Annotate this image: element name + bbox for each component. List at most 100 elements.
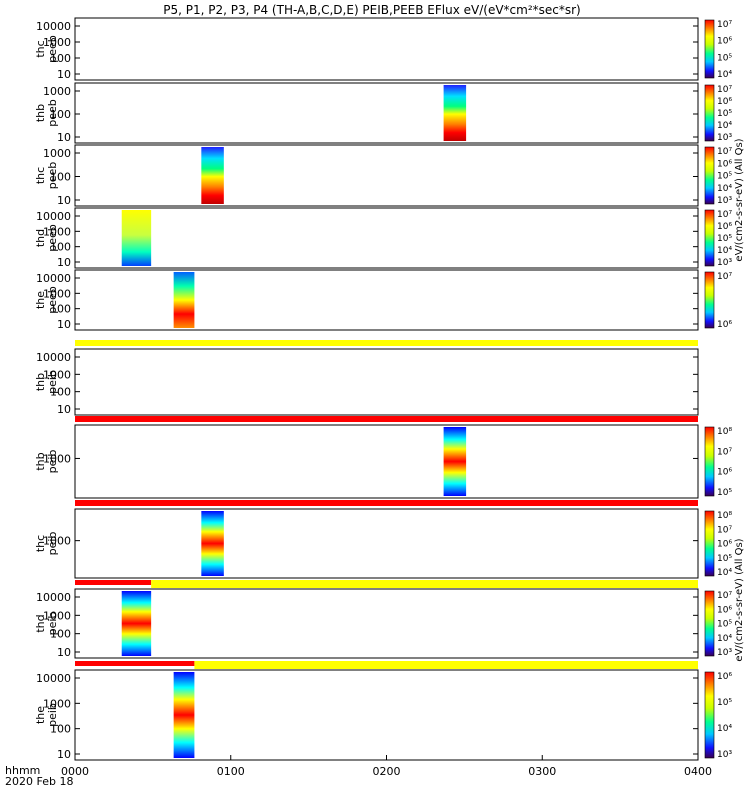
top-bar-yellow — [151, 580, 699, 588]
x-axis: 0000010002000300040005000600 — [61, 755, 712, 778]
panel-thc-peeb-2: 10 100 1000 thc peeb 10³ 10⁴ 10⁵ 10⁶ 10⁷ — [34, 144, 732, 207]
y-tick-label: 10 — [57, 194, 71, 207]
colorbar-tick-label: 10⁴ — [717, 568, 732, 578]
y-tick-label: 100 — [50, 108, 71, 121]
colorbar — [704, 209, 715, 267]
burst-0 — [121, 210, 152, 266]
top-bar-yellow — [75, 340, 698, 346]
x-tick-label: 0200 — [373, 765, 401, 778]
colorbar — [704, 590, 715, 657]
x-tick-label: 0300 — [528, 765, 556, 778]
colorbar — [704, 426, 715, 497]
y-tick-label: 1000 — [43, 368, 71, 381]
colorbar — [704, 84, 715, 142]
y-label: thd — [34, 614, 47, 632]
colorbar-tick-label: 10⁶ — [717, 468, 732, 478]
colorbar-tick-label: 10⁴ — [717, 246, 732, 256]
chart-title: P5, P1, P2, P3, P4 (TH-A,B,C,D,E) PEIB,P… — [163, 3, 580, 17]
y-label: peeb — [46, 35, 59, 63]
panel-frame — [74, 269, 699, 331]
y-tick-label: 10000 — [36, 20, 71, 33]
y-label: thc — [34, 40, 47, 57]
panel-frame — [74, 588, 699, 659]
top-bar-red — [75, 661, 195, 666]
colorbar-tick-label: 10⁵ — [717, 109, 732, 119]
y-label: thc — [34, 167, 47, 184]
y-tick-label: 1000 — [43, 609, 71, 622]
colorbar-tick-label: 10⁷ — [717, 85, 732, 95]
y-tick-label: 100 — [50, 723, 71, 736]
panel-thd-peeb: 10 100 1000 10000 thd peeb 10³ 10⁴ 10⁵ 10⁶ 10⁷ — [34, 207, 732, 269]
colorbar-tick-label: 10⁸ — [717, 511, 732, 521]
burst-0 — [173, 272, 195, 328]
panel-frame — [74, 207, 699, 269]
colorbar-tick-label: 10⁷ — [717, 210, 732, 220]
colorbar-tick-label: 10³ — [717, 750, 732, 760]
colorbar-label-ion: eV/(cm2-s-sr-eV) (All Qs) — [734, 538, 745, 661]
y-tick-label: 1000 — [43, 697, 71, 710]
y-tick-label: 10000 — [36, 672, 71, 685]
y-tick-label: 100 — [50, 628, 71, 641]
panel-thb-peib: 10 100 1000 10000 thb peib — [34, 340, 699, 416]
colorbar-tick-label: 10⁵ — [717, 620, 732, 630]
colorbar-tick-label: 10⁴ — [717, 184, 732, 194]
colorbar-tick-label: 10⁵ — [717, 488, 732, 498]
x-tick-label: 0100 — [217, 765, 245, 778]
y-tick-label: 1000 — [43, 85, 71, 98]
y-tick-label: 10000 — [36, 591, 71, 604]
panel-thc-peeb: 10 100 1000 10000 thc peeb 10⁴ 10⁵ 10⁶ 10⁷ — [34, 17, 732, 81]
panel-thd-peib: 10 100 1000 10000 thd peib 10³ 10⁴ 10⁵ 10⁶ 10⁷ — [34, 580, 732, 659]
colorbar-tick-label: 10⁸ — [717, 427, 732, 437]
y-label: the — [34, 291, 47, 309]
burst-0 — [201, 511, 224, 576]
burst-0 — [121, 591, 152, 656]
x-corner-label: hhmm — [5, 764, 40, 777]
panel-frame — [74, 348, 699, 416]
y-label: thd — [34, 229, 47, 247]
colorbar-tick-label: 10⁵ — [717, 698, 732, 708]
y-label: peeb — [46, 162, 59, 190]
colorbar — [704, 271, 715, 329]
y-label: thb — [34, 104, 47, 122]
colorbar-tick-label: 10⁷ — [717, 272, 732, 282]
y-label: thb — [34, 373, 47, 391]
y-tick-label: 10 — [57, 318, 71, 331]
y-label: peeb — [46, 224, 59, 252]
top-bar-red — [75, 500, 698, 506]
y-label: peib — [46, 370, 59, 394]
colorbar — [704, 19, 715, 79]
colorbar-tick-label: 10⁶ — [717, 320, 732, 330]
colorbar-tick-label: 10³ — [717, 648, 732, 658]
y-tick-label: 10 — [57, 256, 71, 269]
y-label: the — [34, 706, 47, 724]
colorbar-tick-label: 10⁶ — [717, 97, 732, 107]
y-tick-label: 10000 — [36, 351, 71, 364]
y-tick-label: 1000 — [43, 36, 71, 49]
colorbar-tick-label: 10⁶ — [717, 540, 732, 550]
colorbar-tick-label: 10⁴ — [717, 634, 732, 644]
panel-the-peib: 10 100 1000 10000 the peib 10³ 10⁴ 10⁵ 10⁶ — [34, 661, 732, 761]
y-tick-label: 100 — [50, 52, 71, 65]
colorbar-tick-label: 10⁷ — [717, 591, 732, 601]
colorbar-tick-label: 10⁶ — [717, 672, 732, 682]
colorbar-tick-label: 10⁶ — [717, 605, 732, 615]
colorbar-tick-label: 10³ — [717, 196, 732, 206]
colorbar-tick-label: 10⁴ — [717, 70, 732, 80]
colorbar-tick-label: 10⁷ — [717, 20, 732, 30]
panel-frame — [74, 424, 699, 499]
colorbar-tick-label: 10⁵ — [717, 53, 732, 63]
top-bar-yellow — [194, 661, 699, 669]
x-date-label: 2020 Feb 18 — [5, 775, 73, 788]
y-tick-label: 1000 — [43, 452, 71, 465]
x-tick-label: 0400 — [684, 765, 712, 778]
panel-thb-peeb: 10 100 1000 thb peeb 10³ 10⁴ 10⁵ 10⁶ 10⁷ — [34, 82, 732, 144]
colorbar-tick-label: 10⁷ — [717, 525, 732, 535]
colorbar-label-electron: eV/(cm2-s-sr-eV) (All Qs) — [734, 138, 745, 261]
x-tick-label: 0000 — [61, 765, 89, 778]
y-tick-label: 100 — [50, 171, 71, 184]
y-tick-label: 10000 — [36, 210, 71, 223]
colorbar-tick-label: 10⁴ — [717, 724, 732, 734]
